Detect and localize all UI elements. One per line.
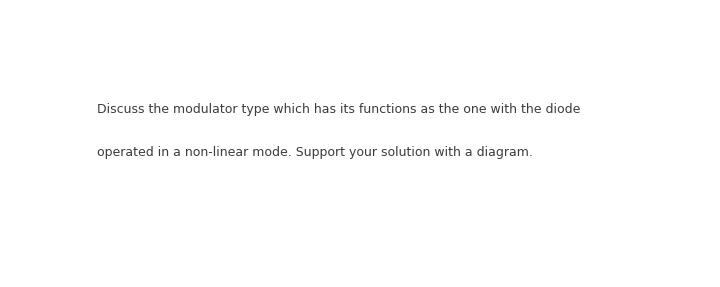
Text: operated in a non-linear mode. Support your solution with a diagram.: operated in a non-linear mode. Support y… <box>97 146 533 159</box>
Text: Discuss the modulator type which has its functions as the one with the diode: Discuss the modulator type which has its… <box>97 102 580 116</box>
